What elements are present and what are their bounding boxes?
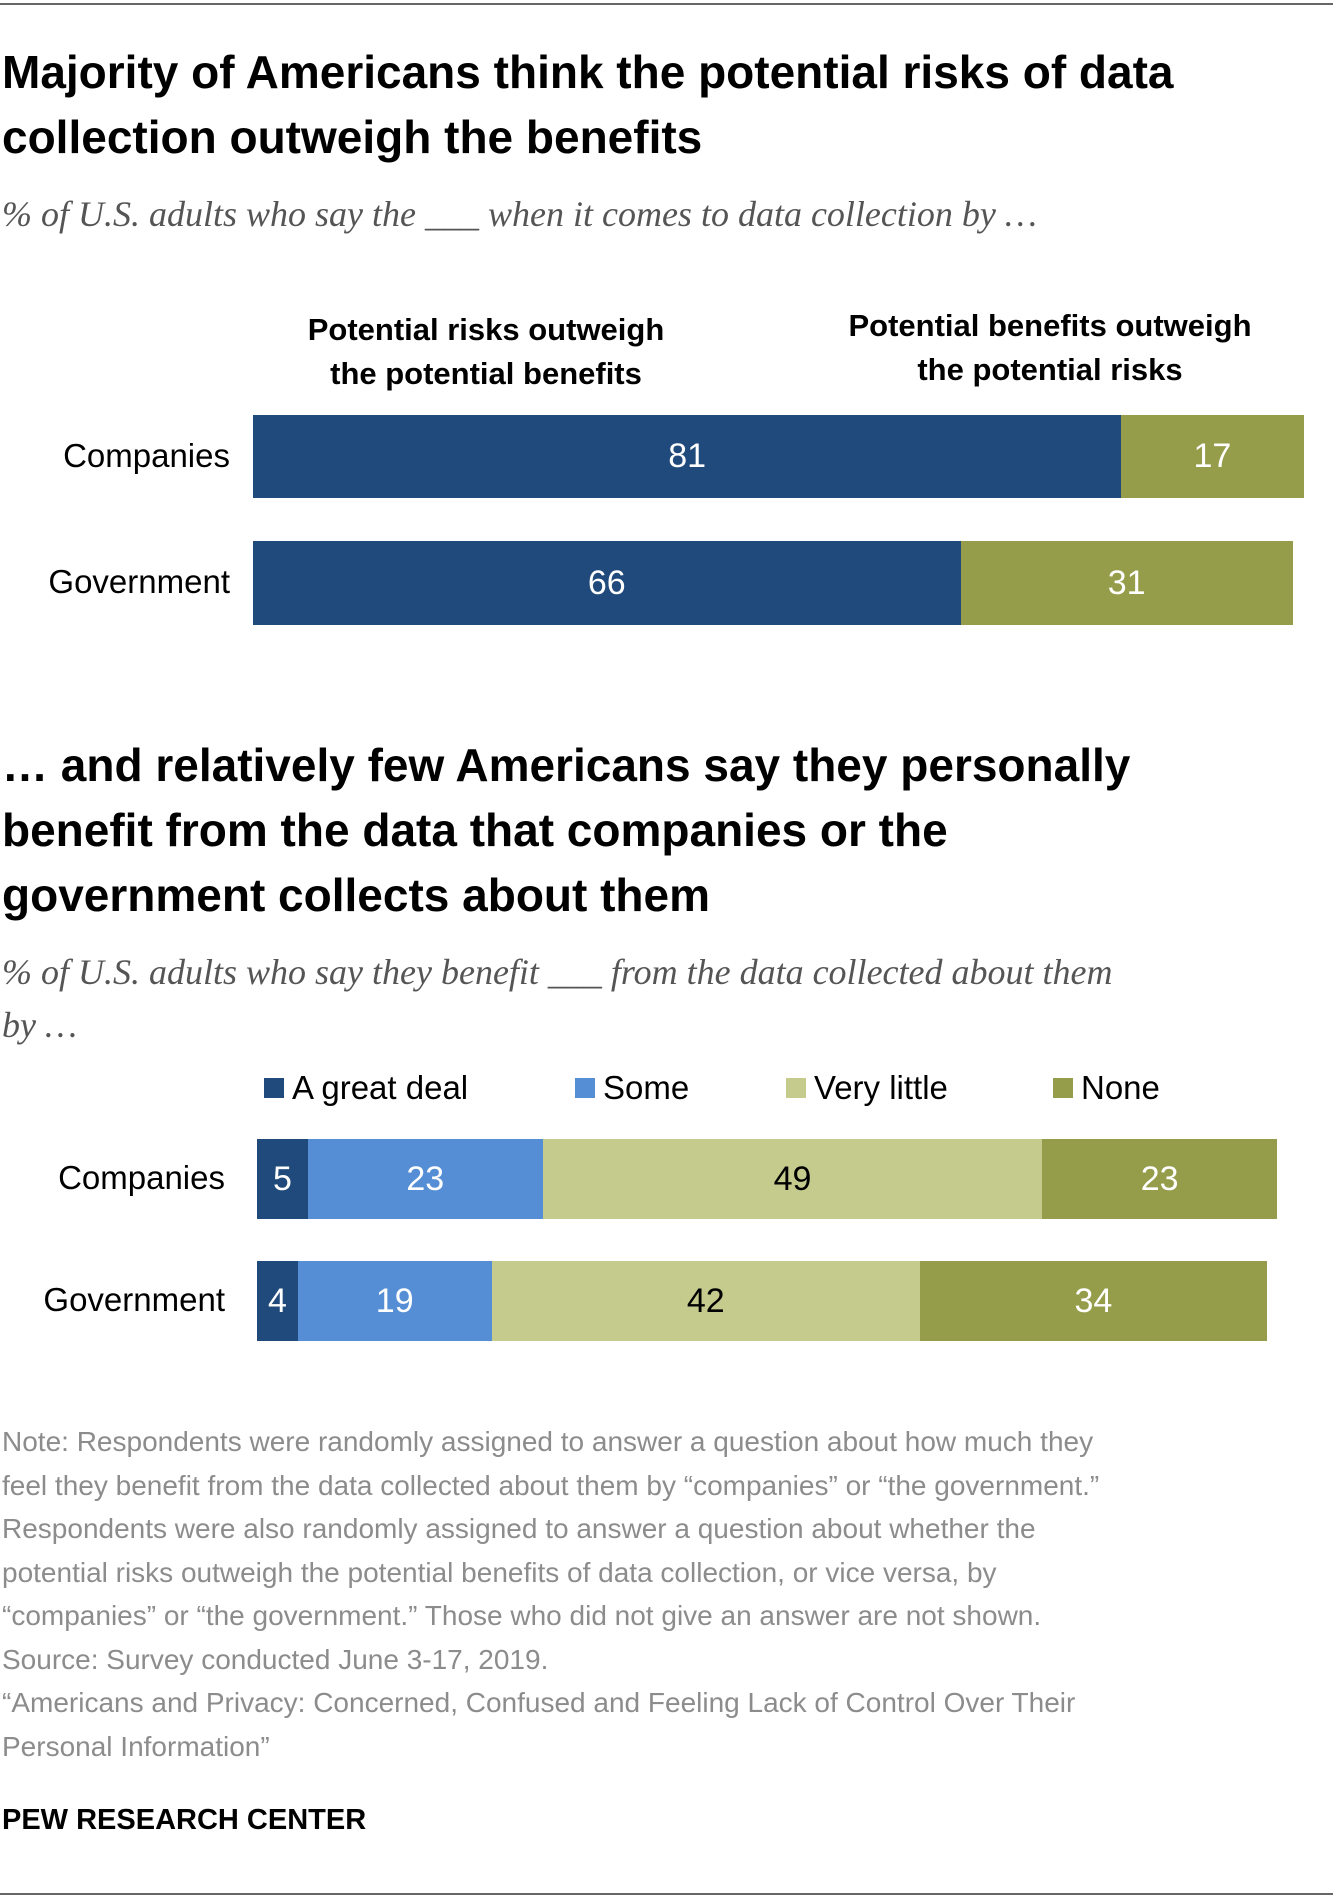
legend-swatch <box>575 1078 595 1098</box>
header-line: the potential risks <box>917 352 1183 387</box>
chart1-bar-companies-1: 17 <box>1121 415 1304 498</box>
title-line: collection outweigh the benefits <box>2 111 703 163</box>
legend-swatch <box>1053 1078 1073 1098</box>
note-line: Respondents were also randomly assigned … <box>2 1513 1036 1544</box>
legend-label: Some <box>603 1069 690 1106</box>
chart2-bar-government-1: 19 <box>297 1261 492 1341</box>
subtitle-line: by … <box>2 1005 77 1045</box>
note-line: Note: Respondents were randomly assigned… <box>2 1426 1094 1457</box>
note-line: “companies” or “the government.” Those w… <box>2 1600 1042 1631</box>
row-label-government: Government <box>48 563 230 600</box>
note: Note: Respondents were randomly assigned… <box>2 1420 1327 1768</box>
legend-item: Some <box>575 1069 689 1107</box>
header-line: Potential risks outweigh <box>307 312 665 347</box>
legend-item: Very little <box>786 1069 948 1107</box>
chart2-subtitle: % of U.S. adults who say they benefit __… <box>2 946 1327 1052</box>
chart2-bar-government-3: 34 <box>920 1261 1267 1341</box>
chart2-bar-companies-0: 5 <box>257 1139 308 1219</box>
row-label-companies: Companies <box>63 436 230 474</box>
note-line: Source: Survey conducted June 3-17, 2019… <box>2 1643 549 1675</box>
legend-label: A great deal <box>292 1069 469 1106</box>
header-benefits: Potential benefits outweigh the potentia… <box>790 304 1310 392</box>
subtitle-line: % of U.S. adults who say the ___ when it… <box>2 194 1037 234</box>
header-line: the potential benefits <box>330 356 642 391</box>
chart2-bar-companies-2: 49 <box>542 1139 1043 1219</box>
chart2-bar-government-0: 4 <box>257 1261 298 1341</box>
chart2-title: … and relatively few Americans say they … <box>2 733 1327 928</box>
chart1-subtitle: % of U.S. adults who say the ___ when it… <box>2 188 1327 241</box>
note-line: “Americans and Privacy: Concerned, Confu… <box>2 1687 1076 1718</box>
chart1-bar-government-0: 66 <box>253 541 961 625</box>
chart1-bar-companies-0: 81 <box>253 415 1122 498</box>
pew-logo: PEW RESEARCH CENTER <box>2 1804 367 1836</box>
legend-label: None <box>1081 1069 1160 1106</box>
legend-item: None <box>1053 1069 1160 1107</box>
legend-swatch <box>786 1078 806 1098</box>
chart1-title: Majority of Americans think the potentia… <box>2 40 1327 170</box>
note-line: Personal Information” <box>2 1730 270 1762</box>
row-label-government: Government <box>43 1281 225 1318</box>
row-label-companies: Companies <box>58 1159 225 1196</box>
chart1-bar-government-1: 31 <box>960 541 1293 625</box>
title-line: Majority of Americans think the potentia… <box>2 46 1174 98</box>
note-line: potential risks outweigh the potential b… <box>2 1556 997 1588</box>
title-line: benefit from the data that companies or … <box>2 804 948 856</box>
chart2-bar-companies-3: 23 <box>1042 1139 1277 1219</box>
chart2-bar-government-2: 42 <box>491 1261 920 1341</box>
legend-label: Very little <box>814 1069 948 1106</box>
top-rule <box>0 3 1333 5</box>
title-line: government collects about them <box>2 869 711 921</box>
legend-item: A great deal <box>264 1069 468 1107</box>
note-line: feel they benefit from the data collecte… <box>2 1469 1100 1501</box>
title-line: … and relatively few Americans say they … <box>2 739 1131 791</box>
bottom-rule <box>0 1893 1333 1895</box>
header-line: Potential benefits outweigh <box>848 308 1252 343</box>
header-risks: Potential risks outweigh the potential b… <box>236 308 736 396</box>
subtitle-line: % of U.S. adults who say they benefit __… <box>2 952 1113 992</box>
chart2-bar-companies-1: 23 <box>308 1139 543 1219</box>
legend-swatch <box>264 1078 284 1098</box>
